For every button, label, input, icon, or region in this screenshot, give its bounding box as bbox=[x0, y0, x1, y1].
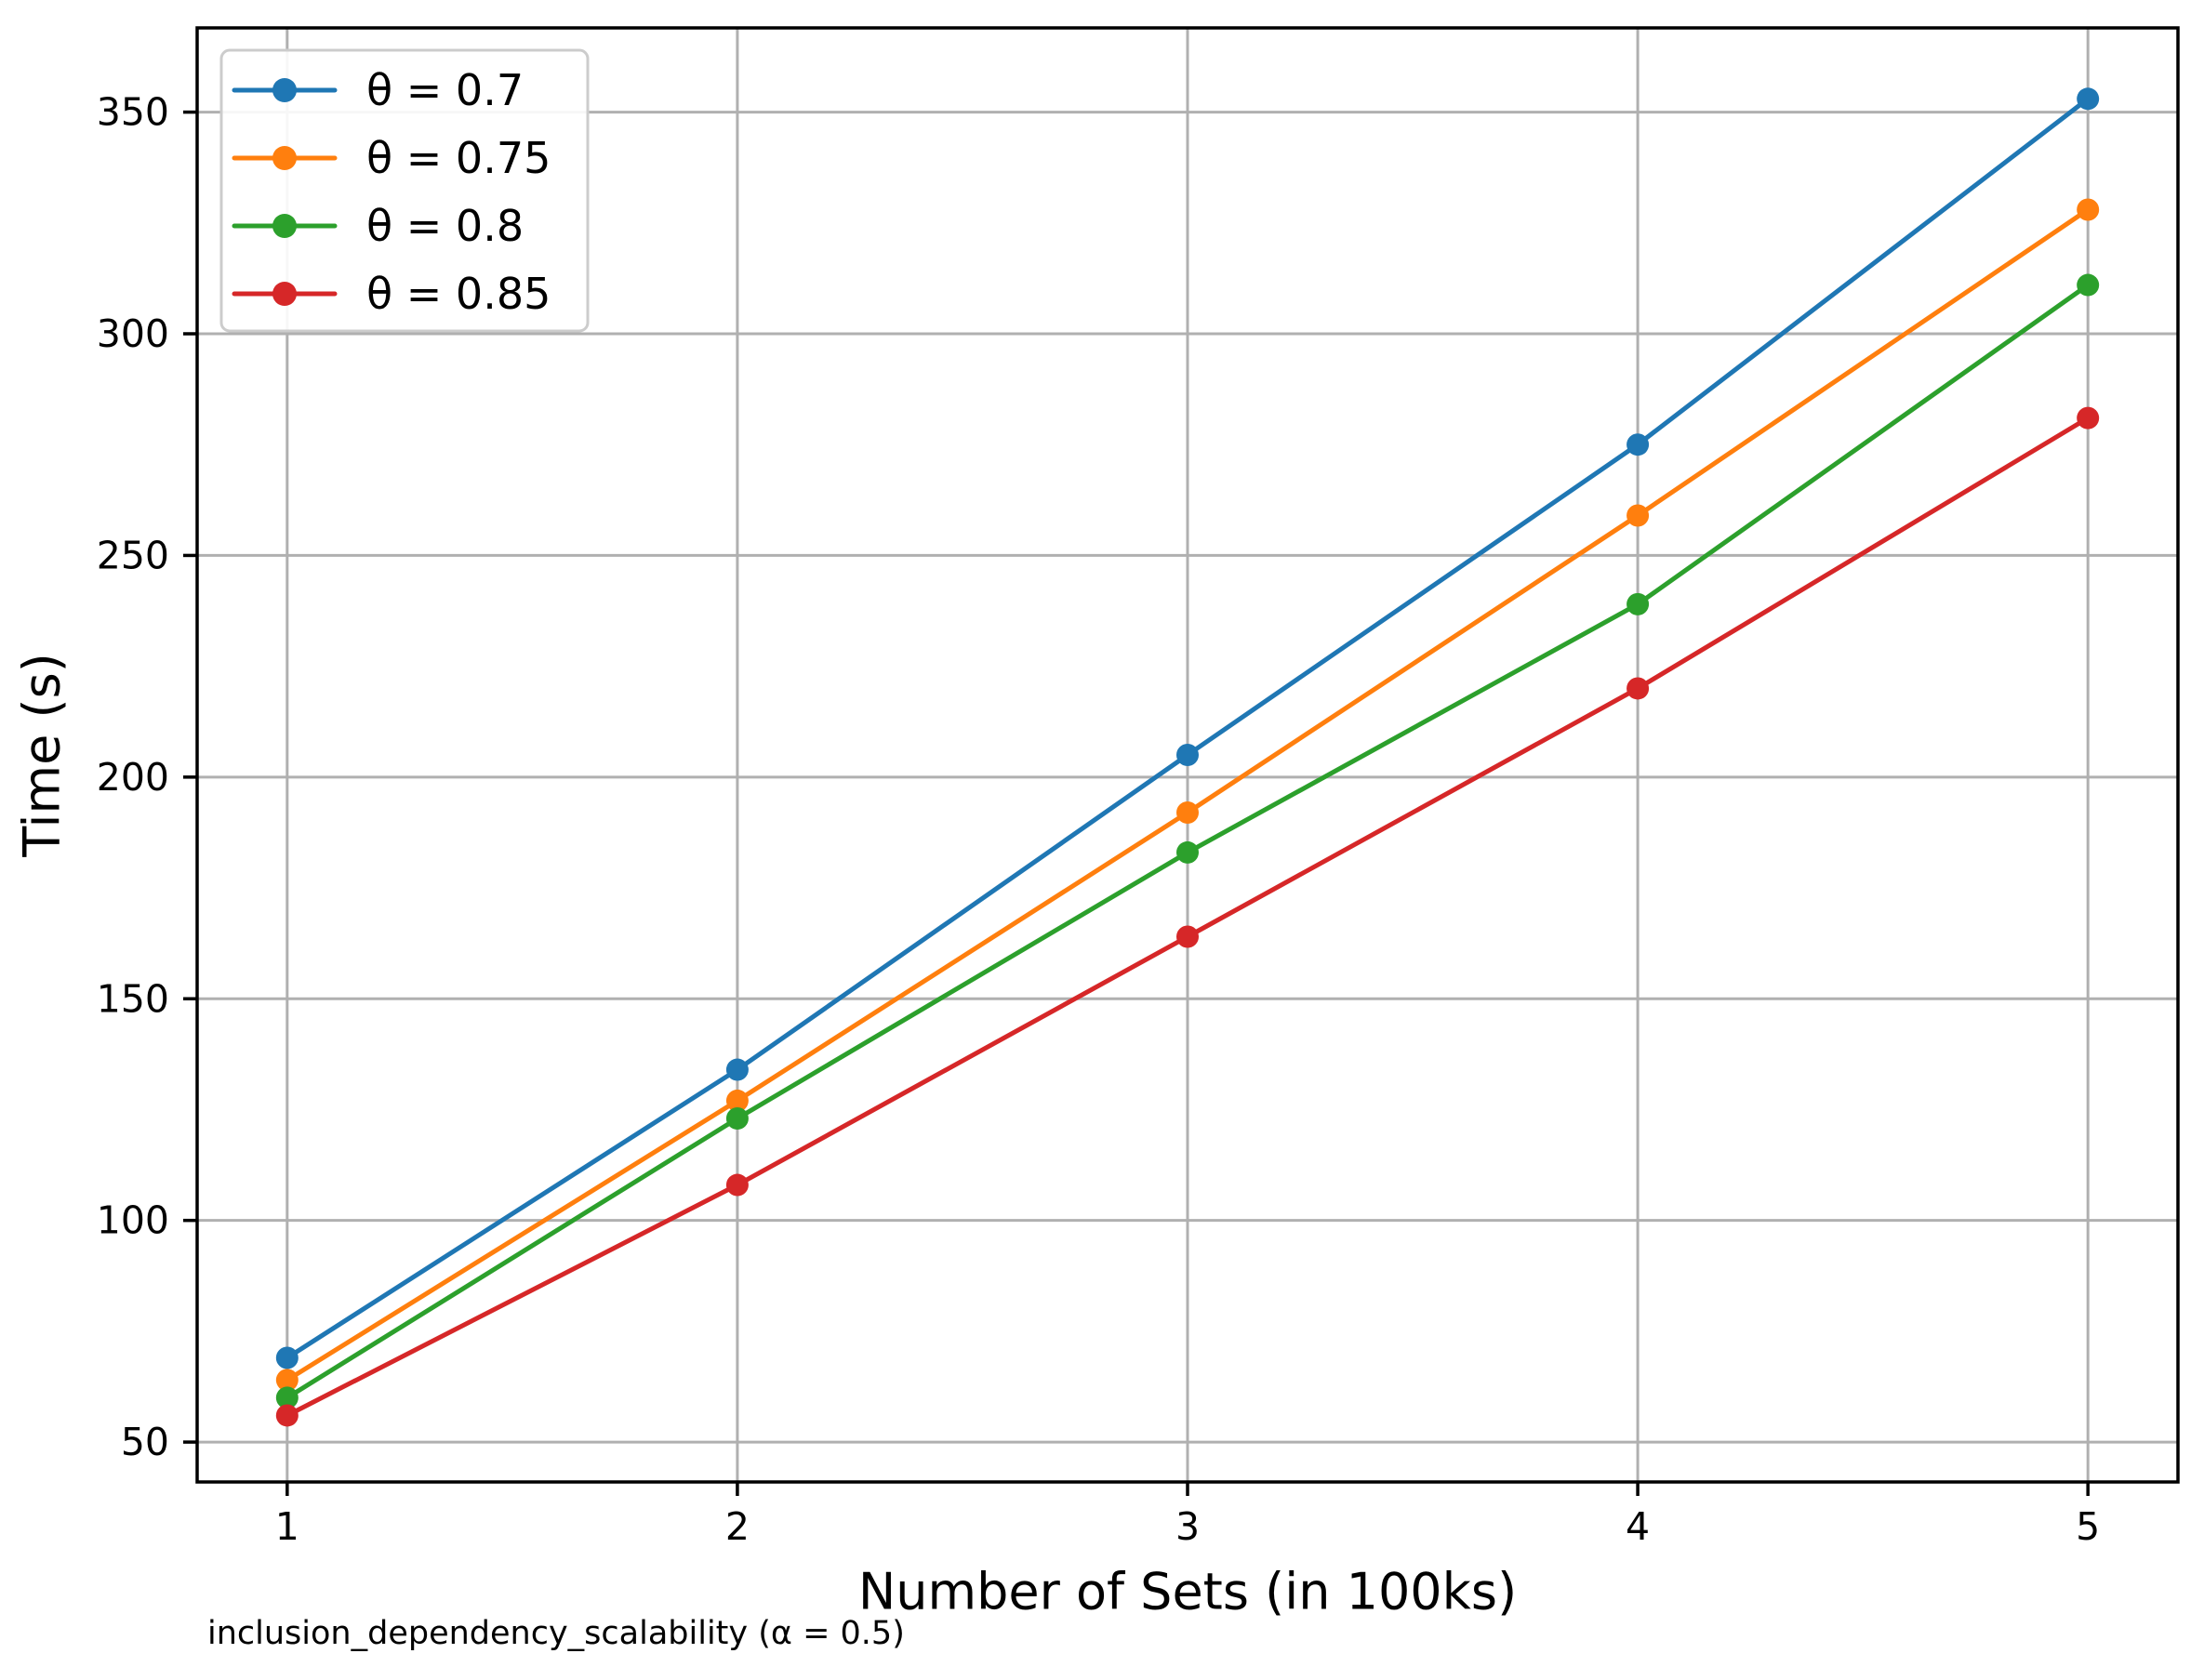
data-point bbox=[1626, 504, 1650, 527]
data-point bbox=[275, 1404, 299, 1427]
legend-marker bbox=[272, 146, 297, 170]
data-point bbox=[1626, 433, 1650, 456]
legend-entry: θ = 0.85 bbox=[232, 269, 551, 319]
legend: θ = 0.7 θ = 0.75 θ = 0.8 θ = 0.85 bbox=[219, 48, 590, 333]
data-point bbox=[1626, 592, 1650, 615]
data-point bbox=[275, 1346, 299, 1369]
tick-labels: 1 2 3 4 5 50 100 150 200 250 300 350 bbox=[97, 90, 2100, 1549]
data-point bbox=[1626, 677, 1650, 700]
legend-entry: θ = 0.7 bbox=[232, 65, 524, 115]
data-point bbox=[275, 1369, 299, 1392]
legend-entry: θ = 0.8 bbox=[232, 201, 524, 251]
y-axis-label: Time (s) bbox=[12, 653, 72, 857]
data-point bbox=[2077, 273, 2100, 297]
tick-marks bbox=[183, 110, 2090, 1496]
data-point bbox=[2077, 87, 2100, 111]
legend-entry: θ = 0.75 bbox=[232, 133, 551, 183]
legend-label: θ = 0.8 bbox=[366, 201, 524, 251]
x-axis-label: Number of Sets (in 100ks) bbox=[857, 1562, 1518, 1621]
x-tick-label: 4 bbox=[1626, 1504, 1650, 1549]
data-point bbox=[1176, 925, 1199, 948]
legend-label: θ = 0.75 bbox=[366, 133, 551, 183]
caption: inclusion_dependency_scalability (α = 0.… bbox=[207, 1615, 905, 1652]
x-tick-label: 2 bbox=[725, 1504, 750, 1549]
data-point bbox=[1176, 800, 1199, 824]
data-point bbox=[1176, 744, 1199, 766]
x-tick-label: 5 bbox=[2076, 1504, 2100, 1549]
data-point bbox=[2077, 198, 2100, 221]
data-point bbox=[725, 1107, 749, 1130]
legend-label: θ = 0.85 bbox=[366, 269, 551, 319]
y-tick-label: 50 bbox=[121, 1420, 169, 1464]
data-point bbox=[725, 1058, 749, 1081]
data-point bbox=[2077, 406, 2100, 430]
y-tick-label: 150 bbox=[97, 976, 169, 1021]
y-tick-label: 350 bbox=[97, 90, 169, 135]
data-point bbox=[725, 1089, 749, 1112]
legend-marker bbox=[272, 214, 297, 238]
legend-marker bbox=[272, 282, 297, 306]
y-tick-label: 100 bbox=[97, 1198, 169, 1243]
x-tick-label: 3 bbox=[1175, 1504, 1200, 1549]
legend-label: θ = 0.7 bbox=[366, 65, 524, 115]
data-point bbox=[1176, 840, 1199, 864]
legend-box bbox=[219, 48, 590, 333]
data-point bbox=[725, 1173, 749, 1197]
y-tick-label: 200 bbox=[97, 755, 169, 800]
y-tick-label: 300 bbox=[97, 311, 169, 356]
legend-marker bbox=[272, 78, 297, 102]
x-tick-label: 1 bbox=[275, 1504, 299, 1549]
data-point bbox=[275, 1386, 299, 1409]
y-tick-label: 250 bbox=[97, 533, 169, 577]
